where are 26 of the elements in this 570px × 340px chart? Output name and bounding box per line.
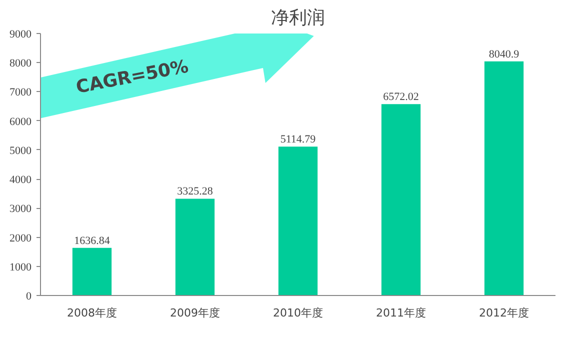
y-tick-label: 9000 <box>10 28 32 40</box>
bar <box>72 248 112 296</box>
y-tick-label: 8000 <box>10 58 32 70</box>
y-tick-label: 2000 <box>10 232 32 244</box>
y-tick-label: 4000 <box>10 174 32 186</box>
data-label: 5114.79 <box>280 134 316 146</box>
y-tick-label: 7000 <box>10 86 32 99</box>
bar <box>381 104 421 296</box>
data-label: 6572.02 <box>383 91 419 104</box>
y-tick-label: 3000 <box>10 203 32 216</box>
x-tick-label: 2009年度 <box>170 306 220 320</box>
x-tick-label: 2008年度 <box>67 306 118 320</box>
y-tick-label: 0 <box>26 290 32 302</box>
bar <box>175 198 215 296</box>
chart-title: 净利润 <box>271 8 325 28</box>
y-tick-label: 6000 <box>10 116 32 128</box>
bar <box>278 146 318 296</box>
data-label: 1636.84 <box>74 234 110 247</box>
y-tick-label: 1000 <box>10 261 32 274</box>
bar <box>484 61 524 296</box>
data-label: 8040.9 <box>488 48 520 60</box>
y-tick-label: 5000 <box>10 144 32 157</box>
x-tick-label: 2012年度 <box>479 306 530 320</box>
x-tick-label: 2010年度 <box>273 306 324 320</box>
data-label: 3325.28 <box>177 186 214 198</box>
x-tick-label: 2011年度 <box>376 306 426 320</box>
